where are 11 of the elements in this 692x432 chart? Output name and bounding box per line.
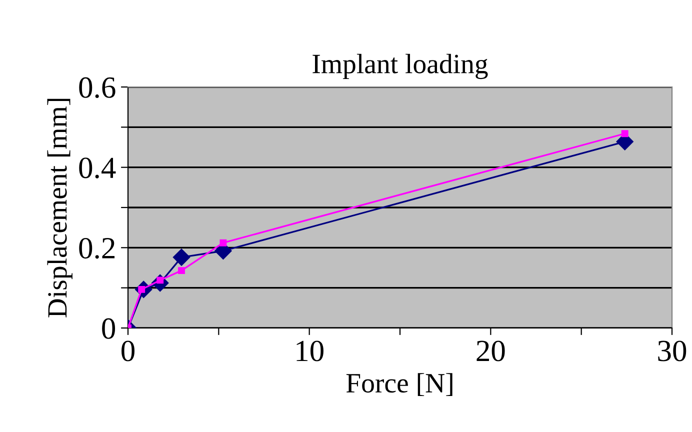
y-tick-label: 0.6 — [79, 77, 116, 98]
x-axis-title: Force [N] — [346, 373, 452, 396]
x-tick-label: 30 — [658, 340, 686, 362]
y-tick-label: 0 — [102, 318, 116, 339]
y-axis-title: Displacement [mm] — [47, 98, 72, 318]
y-tick-label: 0.4 — [79, 158, 116, 178]
x-tick-label: 20 — [476, 340, 505, 362]
x-tick-label: 10 — [296, 340, 324, 362]
x-tick-label: 0 — [122, 340, 134, 362]
chart-title: Implant loading — [312, 54, 488, 80]
y-tick-label: 0.2 — [79, 238, 115, 259]
